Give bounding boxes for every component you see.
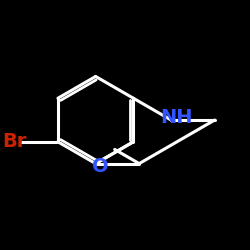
Text: O: O	[92, 156, 109, 176]
Text: Br: Br	[2, 132, 27, 151]
Text: NH: NH	[160, 108, 192, 127]
